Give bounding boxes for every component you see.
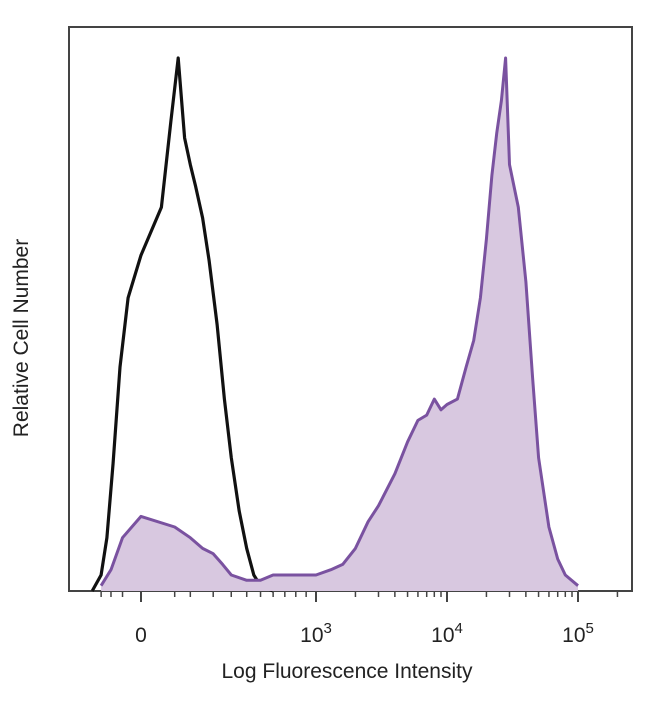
x-axis-label: Log Fluorescence Intensity (222, 660, 473, 683)
series-1-line (99, 56, 579, 587)
x-tick-exponent: 3 (324, 620, 332, 637)
x-axis-ticks: 0 103 104 105 (100, 591, 619, 647)
x-tick-label: 104 (431, 620, 463, 647)
y-axis-label: Relative Cell Number (10, 239, 33, 437)
x-tick-exponent: 5 (586, 620, 594, 637)
x-tick-exponent: 4 (455, 620, 463, 637)
series-0-line (90, 56, 274, 593)
x-tick-label: 0 (135, 624, 147, 647)
series-layer (90, 56, 579, 593)
plot-frame (68, 26, 633, 592)
series-1-area (101, 58, 578, 591)
x-tick-label: 105 (562, 620, 594, 647)
x-tick-label: 103 (300, 620, 332, 647)
